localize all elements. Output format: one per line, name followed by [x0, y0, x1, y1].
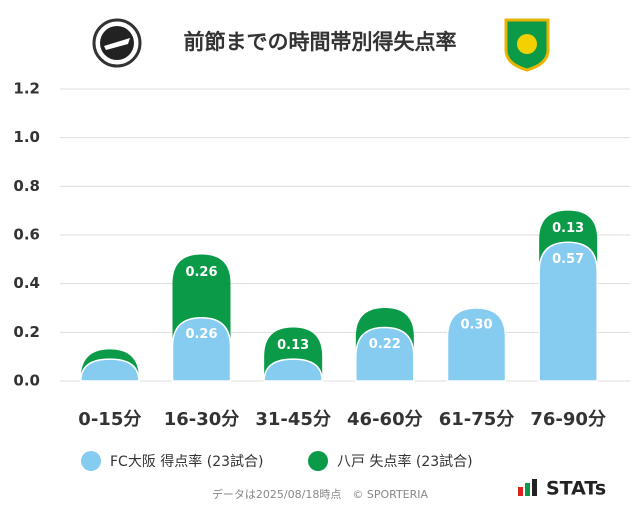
- y-tick-label: 0.4: [13, 274, 40, 292]
- bar-segment: [538, 241, 598, 382]
- home-logo: [92, 18, 142, 68]
- value-label: 0.30: [460, 318, 492, 333]
- brand: STATs: [518, 478, 606, 500]
- value-label: 0.13: [277, 338, 309, 353]
- value-label: 0.57: [552, 252, 584, 267]
- value-label: 0.26: [185, 327, 217, 342]
- x-tick-label: 76-90分: [530, 409, 606, 430]
- bar-segment: [446, 307, 507, 382]
- brand-name: STATs: [546, 478, 606, 500]
- legend-swatch: [81, 451, 101, 471]
- x-tick-label: 16-30分: [164, 409, 240, 430]
- y-tick-label: 0.6: [13, 226, 40, 244]
- footer: データは2025/08/18時点 © SPORTERIA: [212, 487, 429, 501]
- y-tick-label: 0.8: [13, 177, 40, 195]
- legend-label: FC大阪 得点率 (23試合): [110, 453, 263, 470]
- legend-label: 八戸 失点率 (23試合): [337, 453, 473, 470]
- bar-segment: [80, 358, 140, 382]
- y-tick-label: 0.2: [13, 323, 40, 341]
- x-tick-label: 31-45分: [255, 409, 331, 430]
- y-tick-label: 0.0: [13, 372, 40, 390]
- bar-segment: [171, 316, 232, 382]
- bar-segment: [355, 326, 415, 382]
- value-label: 0.26: [185, 265, 217, 280]
- legend-swatch: [308, 451, 328, 471]
- x-tick-label: 61-75分: [439, 409, 515, 430]
- legend: FC大阪 得点率 (23試合) 八戸 失点率 (23試合): [81, 451, 473, 471]
- y-tick-label: 1.0: [13, 128, 40, 146]
- chart-title: 前節までの時間帯別得失点率: [184, 30, 457, 54]
- x-tick-label: 46-60分: [347, 409, 423, 430]
- x-tick-label: 0-15分: [78, 409, 141, 430]
- value-label: 0.13: [552, 221, 584, 236]
- value-label: 0.22: [369, 337, 401, 352]
- bar-segment: [263, 358, 323, 382]
- y-tick-label: 1.2: [13, 80, 40, 98]
- away-logo: [504, 18, 550, 72]
